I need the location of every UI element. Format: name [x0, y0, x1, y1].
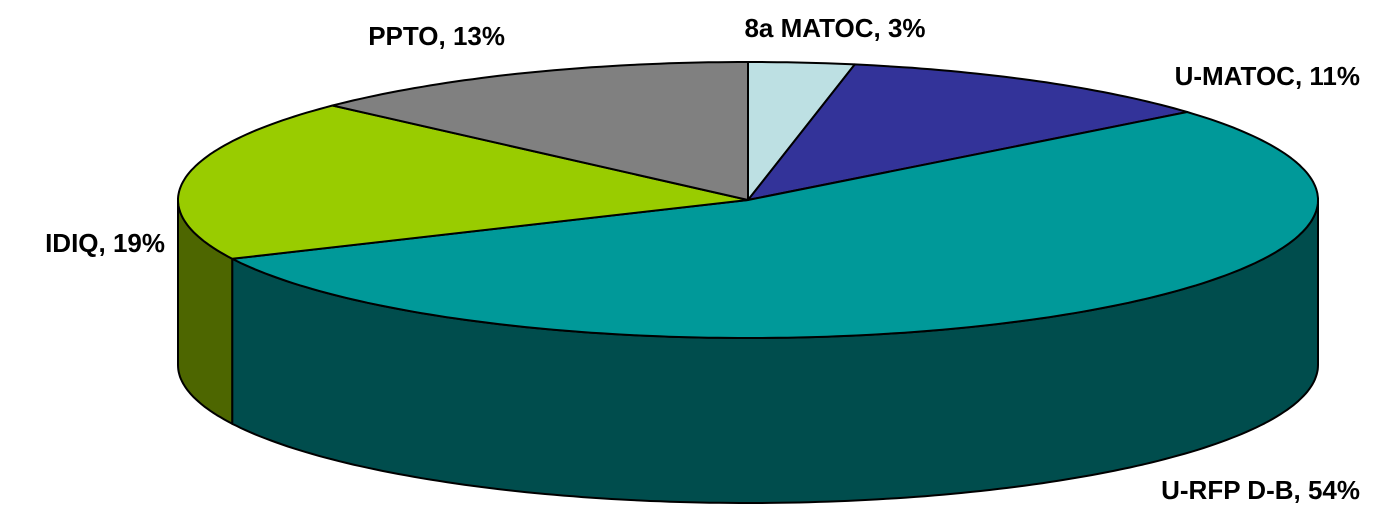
- data-label: 8a MATOC, 3%: [744, 13, 925, 43]
- data-label: IDIQ, 19%: [45, 228, 165, 258]
- data-label: U-MATOC, 11%: [1175, 61, 1360, 91]
- pie-slice: [231, 111, 1319, 339]
- pie-slice: [177, 104, 749, 260]
- pie-slice: [747, 63, 1189, 201]
- pie-slice: [331, 61, 749, 201]
- data-label: PPTO, 13%: [368, 21, 505, 51]
- data-label: U-RFP D-B, 54%: [1161, 475, 1360, 505]
